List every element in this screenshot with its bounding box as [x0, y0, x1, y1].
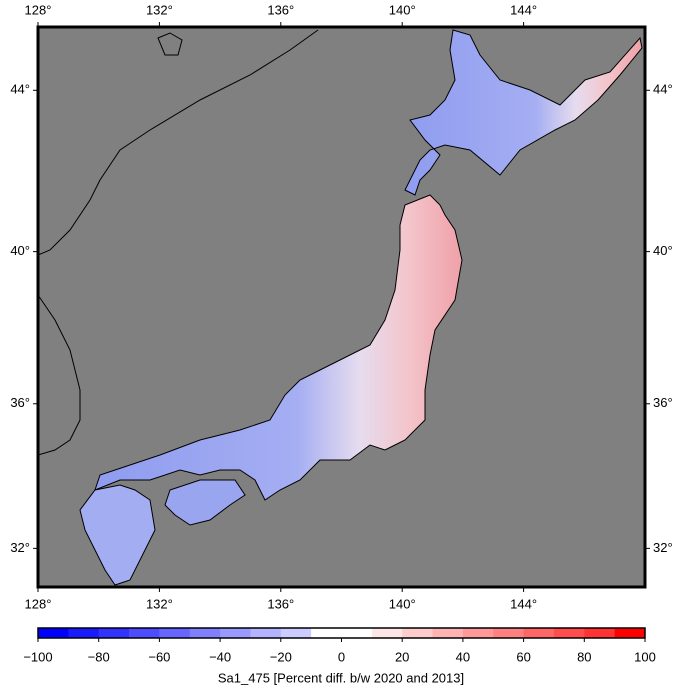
colorbar-swatch	[311, 628, 342, 638]
colorbar-swatch	[523, 628, 555, 638]
colorbar-swatch	[341, 628, 373, 638]
colorbar-tick-label: 60	[516, 649, 530, 664]
colorbar-swatch	[159, 628, 191, 638]
y-tick-label: 32°	[10, 540, 30, 555]
colorbar-tick-label: 100	[634, 649, 656, 664]
colorbar-tick-label: −80	[88, 649, 110, 664]
colorbar-tick-label: −40	[209, 649, 231, 664]
colorbar-swatch	[189, 628, 221, 638]
colorbar-tick-label: −100	[23, 649, 52, 664]
colorbar-tick-label: 80	[577, 649, 591, 664]
sakhalin-tip	[157, 32, 183, 56]
colorbar-swatch	[614, 628, 646, 638]
colorbar-swatch	[98, 628, 130, 638]
y-tick-label: 44°	[653, 82, 673, 97]
colorbar-swatch	[280, 628, 312, 638]
continent-coast	[38, 29, 319, 256]
x-tick-label: 132°	[146, 596, 173, 611]
x-tick-label: 140°	[389, 2, 416, 17]
x-tick-label: 144°	[510, 2, 537, 17]
x-tick-label: 136°	[267, 2, 294, 17]
colorbar-swatch	[462, 628, 494, 638]
hokkaido	[404, 29, 643, 196]
x-tick-label: 132°	[146, 2, 173, 17]
y-tick-label: 36°	[653, 395, 673, 410]
colorbar-swatch	[402, 628, 434, 638]
colorbar-label: Sa1_475 [Percent diff. b/w 2020 and 2013…	[218, 670, 464, 685]
colorbar-swatch	[432, 628, 464, 638]
y-tick-label: 40°	[10, 243, 30, 258]
x-tick-label: 144°	[510, 596, 537, 611]
colorbar-swatch	[584, 628, 616, 638]
shikoku	[164, 479, 246, 526]
colorbar-swatch	[553, 628, 585, 638]
colorbar-swatch	[220, 628, 251, 638]
colorbar-swatch	[371, 628, 403, 638]
kyushu	[79, 484, 156, 586]
colorbar-swatch	[129, 628, 160, 638]
y-tick-label: 32°	[653, 540, 673, 555]
x-tick-label: 136°	[267, 596, 294, 611]
colorbar-tick-label: −20	[270, 649, 292, 664]
colorbar-swatch	[493, 628, 525, 638]
colorbar-tick-label: 40	[456, 649, 470, 664]
colorbar-tick-label: −60	[148, 649, 170, 664]
honshu	[94, 194, 463, 501]
colorbar-swatch	[250, 628, 282, 638]
colorbar: −100 −80 −60 −40 −20 0 20 40 60 80 100	[23, 627, 656, 664]
x-tick-label: 140°	[389, 596, 416, 611]
korea-coast	[38, 294, 81, 456]
land-layer	[38, 29, 643, 586]
colorbar-swatch	[38, 628, 69, 638]
map-frame	[36, 25, 647, 589]
colorbar-tick-label: 20	[395, 649, 409, 664]
colorbar-tick-label: 0	[338, 649, 345, 664]
x-tick-label: 128°	[25, 2, 52, 17]
axis-ticks: 128° 128° 132° 132° 136° 136° 140° 140° 144° 144°…	[10, 2, 672, 611]
y-tick-label: 36°	[10, 395, 30, 410]
x-tick-label: 128°	[25, 596, 52, 611]
colorbar-swatch	[68, 628, 100, 638]
y-tick-label: 44°	[10, 82, 30, 97]
y-tick-label: 40°	[653, 243, 673, 258]
